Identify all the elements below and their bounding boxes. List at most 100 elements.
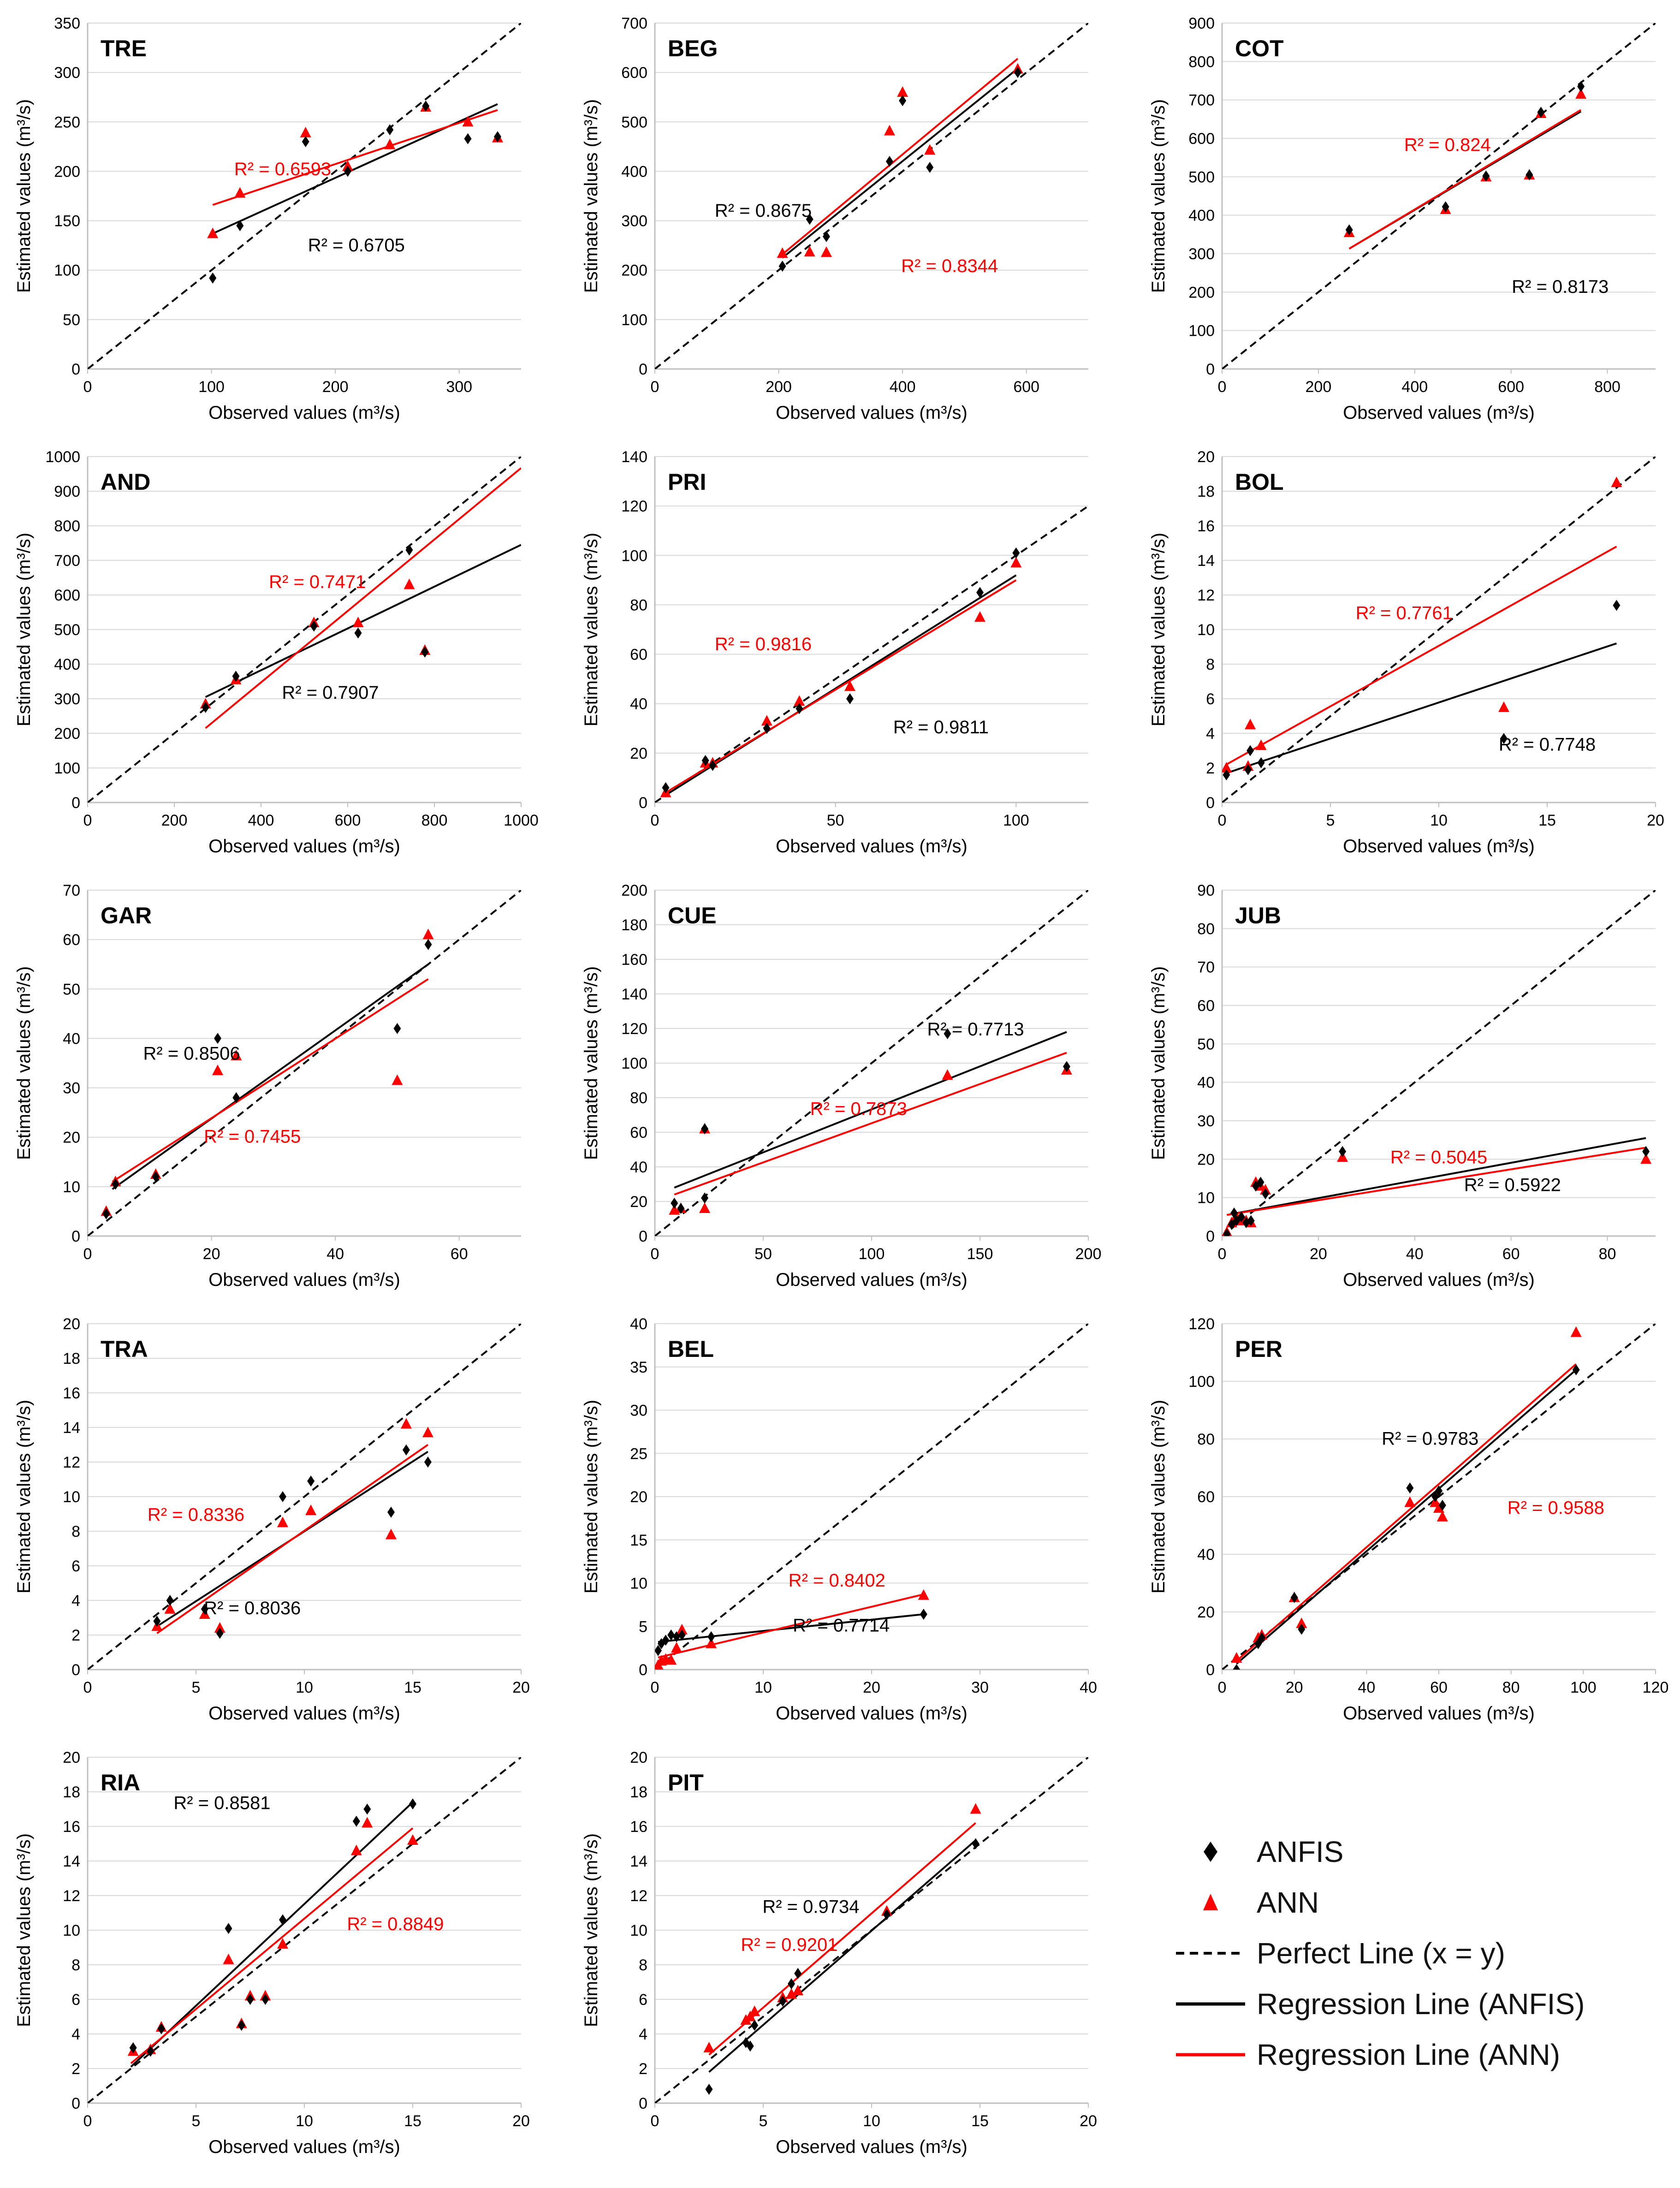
ann-point <box>820 246 832 257</box>
y-tick-label: 140 <box>621 448 647 466</box>
r2-label-anfis: R² = 0.9783 <box>1382 1429 1478 1449</box>
x-tick-label: 120 <box>1643 1679 1669 1696</box>
anfis-point <box>1572 1364 1580 1375</box>
y-tick-label: 200 <box>621 262 647 279</box>
anfis-point <box>944 1028 951 1040</box>
y-tick-label: 700 <box>54 552 80 570</box>
anfis-point <box>216 1628 224 1639</box>
y-tick-label: 600 <box>621 64 647 82</box>
anfis-point <box>152 1171 160 1183</box>
x-tick-label: 60 <box>1502 1245 1520 1263</box>
y-tick-label: 300 <box>54 690 80 708</box>
x-tick-label: 20 <box>512 1679 530 1696</box>
chart-panel-tre: 0 50 100 150 200 250 300 350 0 100 200 300 Observed … <box>14 15 521 423</box>
y-tick-label: 300 <box>621 213 647 230</box>
ann-point <box>1222 762 1232 773</box>
perfect-line <box>1222 890 1656 1236</box>
r2-label-anfis: R² = 0.7748 <box>1499 735 1596 755</box>
x-tick-label: 10 <box>296 2112 313 2130</box>
y-tick-label: 800 <box>1188 53 1215 71</box>
ann-point <box>1010 557 1022 568</box>
y-tick-label: 20 <box>63 1129 80 1147</box>
chart-title: JUB <box>1235 903 1281 928</box>
anfis-point <box>1014 67 1021 78</box>
x-tick-label: 400 <box>1401 378 1428 396</box>
y-tick-label: 2 <box>71 1627 80 1644</box>
ann-point <box>924 144 936 155</box>
y-tick-label: 0 <box>639 1661 647 1679</box>
anfis-point <box>1482 170 1490 182</box>
ann-point <box>234 187 246 198</box>
r2-label-anfis: R² = 0.5922 <box>1464 1175 1561 1195</box>
regression-line-anfis <box>782 68 1019 259</box>
anfis-point <box>310 620 318 632</box>
ann-point <box>422 1427 433 1438</box>
x-axis-label: Observed values (m³/s) <box>208 2137 400 2157</box>
x-tick-label: 50 <box>754 1245 772 1263</box>
y-tick-label: 60 <box>630 646 647 664</box>
ann-point <box>804 246 815 257</box>
regression-line-ann <box>1226 546 1617 766</box>
y-tick-label: 10 <box>63 1178 80 1196</box>
ann-point <box>407 1834 418 1845</box>
y-tick-label: 12 <box>1197 587 1215 604</box>
x-tick-label: 800 <box>421 812 448 829</box>
ann-point <box>164 1603 176 1614</box>
y-tick-label: 60 <box>1197 1488 1215 1506</box>
y-axis-label: Estimated values (m³/s) <box>1148 99 1169 293</box>
chart-panel-and: 0 100 200 300 400 500 600 700 800 900 1000 0 200 400 6… <box>14 448 539 856</box>
y-tick-label: 350 <box>54 15 80 32</box>
y-tick-label: 100 <box>1188 322 1215 340</box>
x-tick-label: 20 <box>1310 1245 1327 1263</box>
anfis-point <box>822 231 830 242</box>
y-tick-label: 100 <box>621 1055 647 1072</box>
y-tick-label: 200 <box>54 725 80 743</box>
x-tick-label: 30 <box>971 1679 989 1696</box>
x-tick-label: 0 <box>651 812 659 829</box>
perfect-line <box>1222 457 1656 803</box>
ann-point <box>665 1654 677 1665</box>
y-tick-label: 40 <box>1197 1074 1215 1092</box>
anfis-point <box>667 1629 675 1641</box>
chart-title: BOL <box>1235 469 1284 495</box>
legend-label-regression-ann: Regression Line (ANN) <box>1257 2038 1561 2071</box>
y-tick-label: 6 <box>639 1991 647 2009</box>
x-tick-label: 200 <box>1075 1245 1102 1263</box>
y-tick-label: 150 <box>54 213 80 230</box>
y-tick-label: 40 <box>630 1315 647 1333</box>
regression-line-anfis <box>1236 1369 1577 1665</box>
y-tick-label: 20 <box>1197 1604 1215 1621</box>
y-tick-label: 20 <box>63 1315 80 1333</box>
y-tick-label: 4 <box>71 2026 80 2043</box>
solid-red-line-icon <box>1176 2053 1245 2057</box>
y-axis-label: Estimated values (m³/s) <box>581 99 601 293</box>
y-tick-label: 8 <box>639 1956 647 1974</box>
y-tick-label: 50 <box>63 981 80 998</box>
x-tick-label: 0 <box>83 812 92 829</box>
r2-label-anfis: R² = 0.7713 <box>927 1019 1024 1040</box>
ann-point <box>1570 1326 1582 1337</box>
r2-label-anfis: R² = 0.8173 <box>1512 277 1609 297</box>
y-axis-label: Estimated values (m³/s) <box>1148 533 1169 726</box>
x-axis-label: Observed values (m³/s) <box>776 836 968 856</box>
anfis-point <box>352 1815 360 1827</box>
y-tick-label: 1000 <box>45 448 80 466</box>
anfis-point <box>673 1631 680 1642</box>
x-tick-label: 60 <box>451 1245 468 1263</box>
anfis-point <box>763 723 771 734</box>
y-tick-label: 80 <box>630 596 647 614</box>
x-tick-label: 20 <box>1647 812 1664 829</box>
y-tick-label: 80 <box>1197 1431 1215 1448</box>
y-tick-label: 800 <box>54 517 80 535</box>
r2-label-ann: R² = 0.9201 <box>741 1935 837 1955</box>
x-tick-label: 100 <box>1570 1679 1597 1696</box>
ann-point <box>844 680 855 691</box>
regression-line-ann <box>665 579 1017 794</box>
y-tick-label: 0 <box>639 2095 647 2112</box>
anfis-point <box>354 627 362 639</box>
x-tick-label: 1000 <box>504 812 539 829</box>
anfis-point <box>209 272 217 284</box>
r2-label-ann: R² = 0.824 <box>1404 135 1491 155</box>
chart-title: BEL <box>668 1336 714 1362</box>
anfis-point <box>1613 600 1621 611</box>
